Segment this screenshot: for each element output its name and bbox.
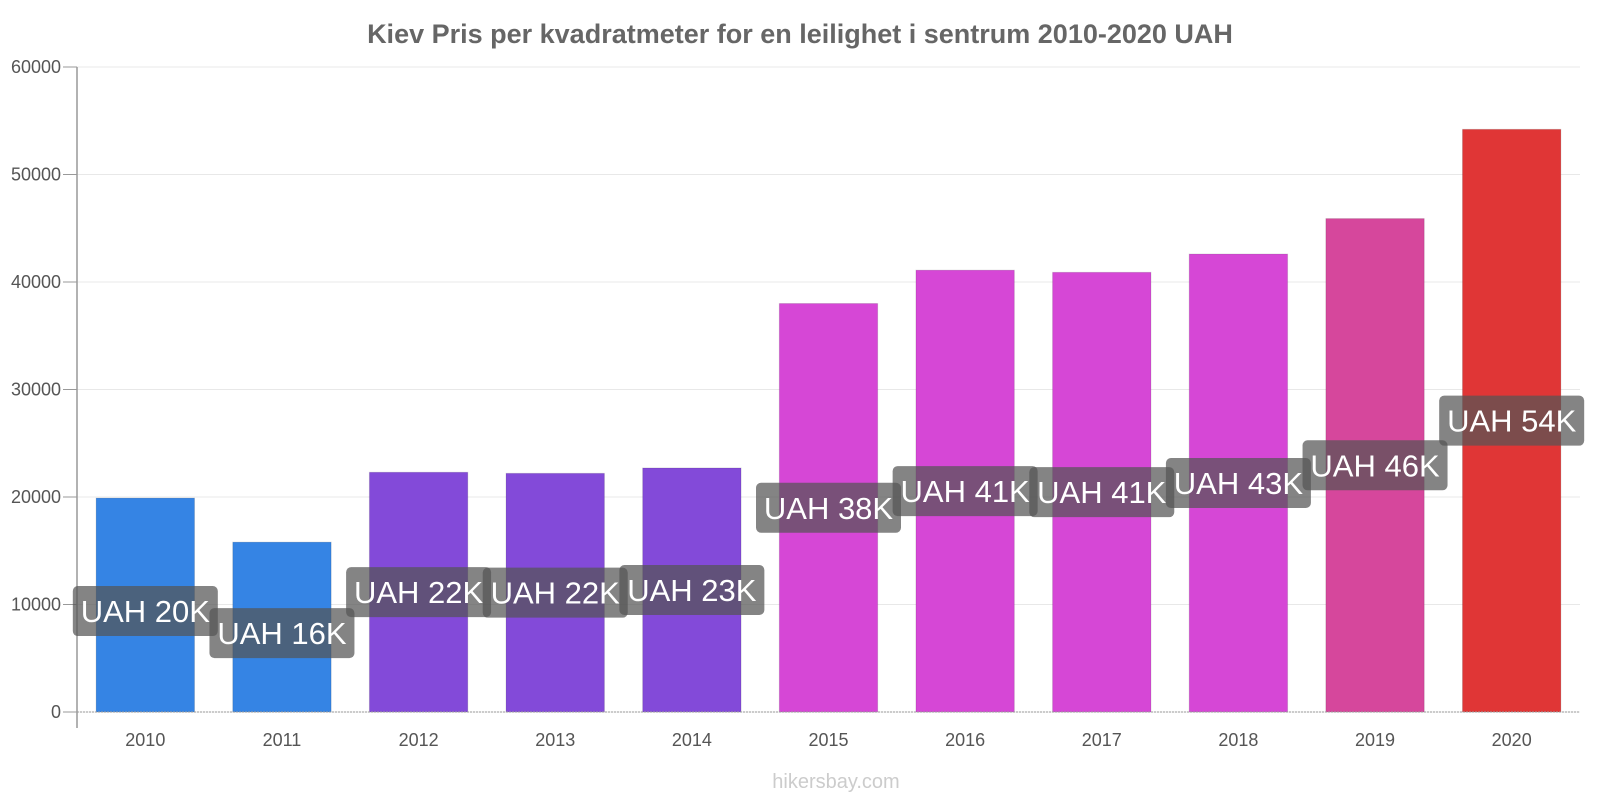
x-tick-label: 2015 [808,730,848,750]
data-label: UAH 20K [81,594,211,629]
y-axis-ticks: 0 10000 20000 30000 40000 50000 60000 [11,57,77,722]
y-tick-label: 0 [51,702,61,722]
data-label-box [756,482,901,533]
data-label-box [72,586,218,637]
data-label: UAH 41K [901,474,1031,509]
data-label: UAH 22K [491,576,621,611]
data-label: UAH 16K [217,616,347,651]
y-tick-label: 50000 [11,165,61,185]
y-tick-label: 60000 [11,57,61,77]
data-label: UAH 41K [1037,475,1167,510]
data-label-box [209,608,355,659]
x-tick-label: 2012 [399,730,439,750]
data-label: UAH 46K [1310,448,1440,483]
y-tick-label: 40000 [11,272,61,292]
x-tick-label: 2016 [945,730,985,750]
y-tick-label: 20000 [11,487,61,507]
data-label-box [1165,458,1311,509]
data-label-box [1302,440,1448,491]
x-tick-label: 2011 [263,730,302,750]
data-label: UAH 43K [1174,466,1304,501]
x-tick-label: 2010 [125,730,165,750]
y-tick-label: 30000 [11,380,61,400]
data-label-box [1439,395,1585,446]
data-label: UAH 38K [764,491,894,526]
x-tick-label: 2014 [672,730,712,750]
data-label: UAH 22K [354,575,484,610]
data-label-box [1029,467,1175,518]
x-tick-label: 2013 [535,730,575,750]
x-axis-ticks: 2010 2011 2012 2013 2014 2015 2016 2017 2018 2019… [125,730,1531,750]
x-tick-label: 2017 [1082,730,1122,750]
data-label-box [619,564,765,615]
chart-title: Kiev Pris per kvadratmeter for en leilig… [367,19,1233,49]
x-tick-label: 2019 [1355,730,1395,750]
x-tick-label: 2018 [1218,730,1258,750]
data-label-box [346,567,492,618]
footer-watermark: hikersbay.com [772,771,899,793]
data-label-box [482,567,628,618]
data-label: UAH 23K [627,573,757,608]
y-tick-label: 10000 [11,595,61,615]
data-label-box [892,466,1038,517]
x-tick-label: 2020 [1492,730,1532,750]
data-label: UAH 54K [1447,404,1577,439]
